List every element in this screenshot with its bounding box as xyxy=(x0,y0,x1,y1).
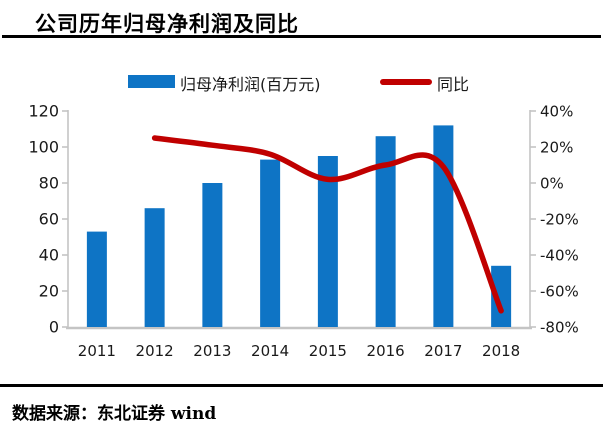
left-axis-tick-label: 80 xyxy=(39,174,59,193)
bar-2018 xyxy=(491,265,512,327)
right-axis-tick-label: -20% xyxy=(540,211,579,229)
right-axis-tick-label: 40% xyxy=(540,103,573,121)
bar-2011 xyxy=(86,231,107,327)
right-axis-tick-label: 20% xyxy=(540,139,573,157)
title-rule xyxy=(2,35,601,38)
x-axis-label-2015: 2015 xyxy=(309,342,347,360)
x-axis-label-2016: 2016 xyxy=(367,342,405,360)
right-axis-tick-label: -80% xyxy=(540,319,579,337)
left-axis-tick-label: 100 xyxy=(28,138,59,157)
footer-rule xyxy=(0,384,603,387)
data-source: 数据来源：东北证券 wind xyxy=(12,404,217,424)
left-axis-tick-label: 20 xyxy=(39,282,59,301)
bar-2012 xyxy=(144,208,165,327)
right-axis-tick-label: -60% xyxy=(540,283,579,301)
left-axis-tick-label: 0 xyxy=(49,318,59,337)
bar-2014 xyxy=(260,159,281,327)
bar-2015 xyxy=(317,156,338,327)
right-axis-tick-label: 0% xyxy=(540,175,564,193)
legend-line-swatch xyxy=(380,79,432,85)
x-axis-label-2014: 2014 xyxy=(251,342,289,360)
right-axis-tick-label: -40% xyxy=(540,247,579,265)
chart-title: 公司历年归母净利润及同比 xyxy=(35,11,299,36)
bar-2013 xyxy=(202,183,223,327)
bar-2016 xyxy=(375,136,396,327)
left-axis-tick-label: 120 xyxy=(28,102,59,121)
legend-bar-swatch xyxy=(128,75,175,88)
x-axis-label-2011: 2011 xyxy=(78,342,116,360)
bar-2017 xyxy=(433,125,454,328)
yoy-line xyxy=(151,135,504,314)
x-axis-label-2018: 2018 xyxy=(482,342,520,360)
legend-bar-label: 归母净利润(百万元) xyxy=(180,75,321,94)
x-axis-label-2012: 2012 xyxy=(136,342,174,360)
legend-line-label: 同比 xyxy=(437,75,470,94)
x-axis-label-2013: 2013 xyxy=(193,342,231,360)
left-axis-tick-label: 40 xyxy=(39,246,59,265)
left-axis-tick-label: 60 xyxy=(39,210,59,229)
x-axis-label-2017: 2017 xyxy=(424,342,462,360)
